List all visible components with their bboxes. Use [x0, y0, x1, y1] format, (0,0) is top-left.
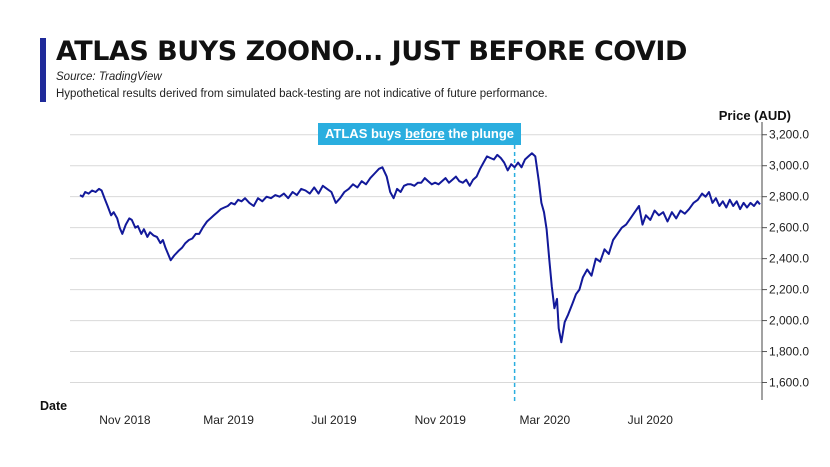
annotation-prefix: ATLAS buys: [325, 126, 405, 141]
series-line: [79, 152, 761, 344]
y-tick-label: 1,600.0: [769, 376, 809, 390]
y-tick-labels: 1,600.0 1,800.0 2,000.0 2,200.0 2,400.0 2,600…: [761, 122, 809, 400]
y-tick-label: 2,200.0: [769, 283, 809, 297]
x-axis-label: Date: [40, 399, 67, 413]
y-tick-label: 3,000.0: [769, 159, 809, 173]
y-tick-label: 2,400.0: [769, 252, 809, 266]
x-tick-label: Nov 2018: [99, 413, 151, 427]
chart-title: ATLAS BUYS ZOONO... JUST BEFORE COVID: [56, 36, 687, 67]
y-tick-label: 2,600.0: [769, 221, 809, 235]
chart-source: Source: TradingView: [56, 71, 162, 83]
y-tick-label: 2,000.0: [769, 314, 809, 328]
y-tick-label: 1,800.0: [769, 345, 809, 359]
x-tick-label: Jul 2019: [311, 413, 357, 427]
x-tick-labels: Nov 2018 Mar 2019 Jul 2019 Nov 2019 Mar 2020…: [99, 413, 673, 427]
annotation-emphasis: before: [404, 126, 445, 141]
y-tick-label: 3,200.0: [769, 128, 809, 142]
series-group: [79, 152, 761, 344]
x-tick-label: Jul 2020: [628, 413, 674, 427]
y-axis-label: Price (AUD): [719, 108, 791, 123]
annotation-label: ATLAS buys before the plunge: [318, 123, 522, 145]
title-accent-bar: [40, 38, 46, 102]
x-tick-label: Mar 2020: [520, 413, 571, 427]
x-tick-label: Nov 2019: [415, 413, 467, 427]
y-tick-label: 2,800.0: [769, 190, 809, 204]
gridlines: [70, 134, 762, 384]
x-tick-label: Mar 2019: [203, 413, 254, 427]
annotation-suffix: the plunge: [444, 126, 515, 141]
chart-disclaimer: Hypothetical results derived from simula…: [56, 88, 548, 100]
